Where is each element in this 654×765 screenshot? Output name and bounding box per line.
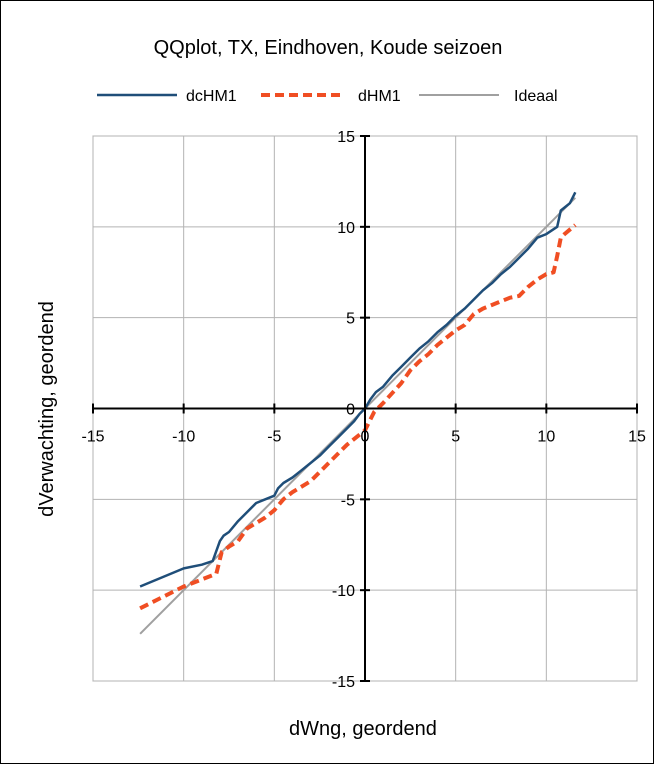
chart-title: QQplot, TX, Eindhoven, Koude seizoen [154, 37, 503, 59]
y-tick-label: 0 [346, 402, 355, 419]
y-tick-label: -10 [332, 583, 355, 600]
y-axis-title: dVerwachting, geordend [36, 301, 58, 517]
y-tick-label: -15 [332, 674, 355, 691]
x-tick-label: 10 [537, 429, 555, 446]
x-tick-label: 15 [628, 429, 646, 446]
x-tick-label: 0 [361, 429, 370, 446]
legend: dcHM1 dHM1 Ideaal [97, 88, 558, 105]
legend-label-ideaal: Ideaal [514, 88, 558, 105]
y-tick-label: 15 [337, 129, 355, 146]
x-tick-label: -15 [81, 429, 104, 446]
x-tick-label: -10 [172, 429, 195, 446]
legend-label-dchm1: dcHM1 [186, 88, 237, 105]
y-tick-label: -5 [341, 492, 355, 509]
series-line-dhm1 [139, 223, 577, 611]
y-tick-label: 5 [346, 311, 355, 328]
y-tick-label: 10 [337, 220, 355, 237]
series-line-dchm1 [139, 191, 577, 588]
axes [92, 135, 638, 682]
x-tick-label: 5 [451, 429, 460, 446]
x-axis-title: dWng, geordend [289, 718, 437, 740]
legend-label-dhm1: dHM1 [358, 88, 401, 105]
x-tick-label: -5 [267, 429, 281, 446]
series-layer [139, 191, 577, 635]
tick-labels: -15 -10 -5 0 5 10 15 -15 -10 -5 0 5 10 15 [81, 129, 646, 691]
